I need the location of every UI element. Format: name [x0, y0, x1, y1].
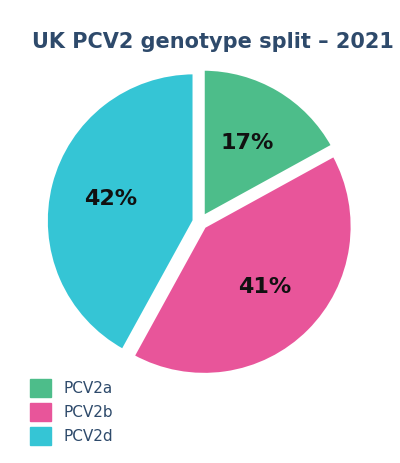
Legend: PCV2a, PCV2b, PCV2d: PCV2a, PCV2b, PCV2d	[24, 373, 119, 451]
Text: UK PCV2 genotype split – 2021: UK PCV2 genotype split – 2021	[32, 32, 394, 52]
Text: 17%: 17%	[220, 133, 274, 153]
Text: 42%: 42%	[84, 189, 138, 209]
Wedge shape	[203, 69, 333, 217]
Wedge shape	[133, 155, 352, 375]
Text: 41%: 41%	[238, 277, 292, 297]
Wedge shape	[46, 73, 194, 350]
